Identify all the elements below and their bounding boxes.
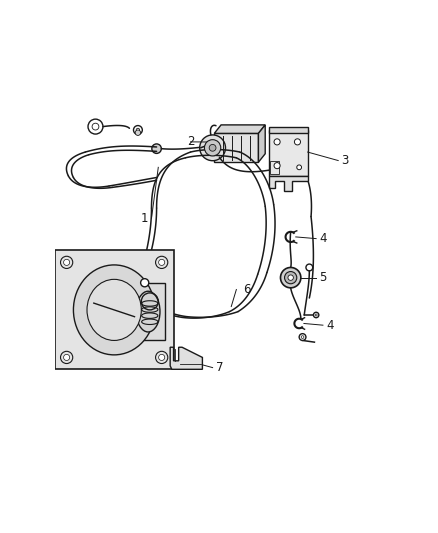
Circle shape — [92, 123, 99, 130]
Polygon shape — [170, 347, 202, 369]
Circle shape — [274, 163, 280, 168]
Text: 2: 2 — [187, 135, 194, 148]
Circle shape — [141, 279, 149, 287]
Polygon shape — [268, 176, 307, 191]
Circle shape — [315, 314, 317, 316]
Circle shape — [60, 351, 73, 364]
Circle shape — [274, 139, 280, 145]
Circle shape — [314, 312, 319, 318]
Polygon shape — [214, 125, 265, 133]
Circle shape — [152, 144, 161, 154]
Circle shape — [299, 334, 306, 341]
Bar — [270, 160, 279, 174]
Bar — [268, 130, 307, 176]
Circle shape — [64, 354, 70, 360]
Bar — [140, 282, 165, 341]
Circle shape — [280, 268, 301, 288]
Ellipse shape — [136, 291, 160, 332]
Circle shape — [134, 126, 142, 134]
Circle shape — [136, 128, 140, 132]
Circle shape — [159, 354, 165, 360]
Ellipse shape — [87, 279, 141, 341]
Text: 5: 5 — [320, 271, 327, 284]
Ellipse shape — [74, 265, 155, 355]
Circle shape — [135, 130, 141, 135]
Circle shape — [64, 260, 70, 265]
Circle shape — [209, 144, 216, 151]
Circle shape — [60, 256, 73, 269]
Bar — [268, 127, 307, 133]
Circle shape — [155, 351, 168, 364]
Circle shape — [297, 165, 301, 169]
Circle shape — [301, 336, 304, 338]
Bar — [55, 251, 173, 369]
Text: 4: 4 — [320, 232, 327, 245]
Text: 3: 3 — [342, 154, 349, 167]
Circle shape — [155, 256, 168, 269]
Bar — [214, 133, 258, 162]
Circle shape — [200, 135, 226, 161]
Circle shape — [205, 140, 221, 156]
Circle shape — [88, 119, 103, 134]
Text: 6: 6 — [243, 283, 251, 296]
Circle shape — [285, 271, 297, 284]
Circle shape — [159, 260, 165, 265]
Text: 7: 7 — [216, 361, 223, 374]
Circle shape — [306, 264, 313, 271]
Text: 1: 1 — [141, 212, 148, 225]
Circle shape — [294, 139, 300, 145]
Text: 4: 4 — [326, 319, 334, 332]
Polygon shape — [258, 125, 265, 162]
Circle shape — [288, 275, 293, 280]
